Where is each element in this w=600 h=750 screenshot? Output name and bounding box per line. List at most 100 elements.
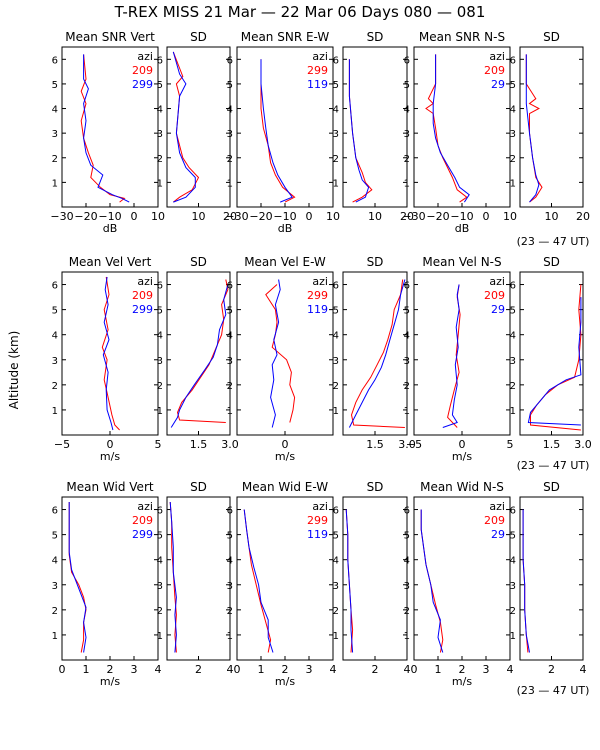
x-axis-label: m/s [275, 450, 295, 463]
x-tick-label: 2 [282, 663, 289, 676]
y-tick-label: 3 [510, 129, 516, 140]
x-tick-label: 2 [548, 663, 555, 676]
y-tick-label: 1 [510, 631, 516, 642]
y-tick-label: 2 [227, 381, 233, 392]
y-tick-label: 1 [52, 406, 58, 417]
series-line-209 [68, 502, 87, 653]
panel-title: Mean SNR N-S [419, 30, 505, 44]
y-tick-label: 1 [333, 178, 339, 189]
legend-entry: 119 [307, 528, 328, 541]
legend-entry: 299 [307, 289, 328, 302]
x-tick-label: 0 [282, 438, 289, 451]
x-tick-label: 2 [195, 663, 202, 676]
y-tick-label: 2 [52, 606, 58, 617]
y-tick-label: 5 [52, 306, 58, 317]
y-tick-label: 6 [510, 55, 516, 66]
legend-entry: 299 [307, 514, 328, 527]
time-note-2: (23 — 47 UT) [517, 459, 590, 472]
y-tick-label: 3 [52, 581, 58, 592]
y-tick-label: 4 [227, 331, 233, 342]
x-tick-label: −5 [54, 438, 70, 451]
y-tick-label: 4 [404, 331, 410, 342]
x-tick-label: 2 [459, 663, 466, 676]
y-tick-label: 3 [227, 129, 233, 140]
y-tick-label: 2 [404, 606, 410, 617]
y-tick-label: 3 [333, 581, 339, 592]
x-tick-label: 0 [306, 210, 313, 223]
y-tick-label: 6 [157, 55, 163, 66]
x-tick-label: 10 [192, 210, 206, 223]
y-tick-label: 2 [510, 606, 516, 617]
y-tick-label: 5 [157, 80, 163, 91]
series-line-209 [425, 54, 468, 203]
x-tick-label: 0 [59, 663, 66, 676]
y-tick-label: 6 [404, 55, 410, 66]
y-tick-label: 4 [404, 556, 410, 567]
x-tick-label: 1.5 [543, 438, 561, 451]
y-tick-label: 4 [333, 331, 339, 342]
y-tick-label: 6 [52, 506, 58, 517]
y-tick-label: 4 [510, 556, 516, 567]
x-axis-label: dB [103, 222, 118, 235]
series-line-209 [169, 501, 177, 653]
panel-frame [519, 496, 584, 661]
x-tick-label: 5 [155, 438, 162, 451]
x-tick-label: 0 [459, 438, 466, 451]
panel-title: SD [190, 30, 207, 44]
x-tick-label: 4 [404, 663, 411, 676]
y-tick-label: 1 [157, 406, 163, 417]
y-tick-label: 6 [227, 506, 233, 517]
x-tick-label: 0 [483, 210, 490, 223]
y-tick-label: 5 [227, 306, 233, 317]
y-tick-label: 3 [227, 581, 233, 592]
panel-title: Mean Vel Vert [69, 255, 152, 269]
y-tick-label: 2 [157, 381, 163, 392]
y-tick-label: 5 [404, 531, 410, 542]
y-tick-label: 2 [157, 606, 163, 617]
panel-title: SD [543, 480, 560, 494]
x-tick-label: −30 [225, 210, 248, 223]
panel-title: Mean Wid Vert [66, 480, 153, 494]
series-line-299 [350, 279, 405, 428]
y-tick-label: 3 [510, 356, 516, 367]
y-tick-label: 1 [510, 178, 516, 189]
y-tick-label: 5 [157, 306, 163, 317]
series-line-119 [348, 279, 406, 428]
x-tick-label: 10 [503, 210, 517, 223]
y-tick-label: 6 [333, 281, 339, 292]
x-tick-label: 20 [223, 210, 237, 223]
y-tick-label: 3 [227, 356, 233, 367]
y-tick-label: 2 [227, 606, 233, 617]
legend-entry: 209 [132, 64, 153, 77]
y-tick-label: 2 [333, 154, 339, 165]
y-tick-label: 3 [404, 581, 410, 592]
legend-entry: 29 [491, 78, 505, 91]
panel-frame [342, 46, 408, 208]
y-tick-label: 6 [52, 55, 58, 66]
y-tick-label: 4 [52, 105, 58, 116]
y-tick-label: 1 [510, 406, 516, 417]
x-tick-label: −20 [249, 210, 272, 223]
legend-header: azi [489, 500, 505, 513]
y-tick-label: 2 [52, 154, 58, 165]
y-tick-label: 3 [333, 129, 339, 140]
y-tick-label: 4 [510, 331, 516, 342]
x-tick-label: 4 [580, 663, 587, 676]
y-tick-label: 4 [157, 331, 163, 342]
y-tick-label: 2 [52, 381, 58, 392]
x-tick-label: 4 [155, 663, 162, 676]
y-tick-label: 4 [227, 105, 233, 116]
y-tick-label: 2 [227, 154, 233, 165]
series-line-299 [83, 54, 130, 203]
y-tick-label: 6 [510, 506, 516, 517]
y-tick-label: 1 [157, 178, 163, 189]
x-tick-label: 4 [330, 663, 337, 676]
x-tick-label: 4 [507, 663, 514, 676]
y-tick-label: 4 [510, 105, 516, 116]
x-tick-label: 0 [131, 210, 138, 223]
x-tick-label: 20 [576, 210, 590, 223]
y-tick-label: 5 [333, 306, 339, 317]
panel-title: SD [190, 480, 207, 494]
